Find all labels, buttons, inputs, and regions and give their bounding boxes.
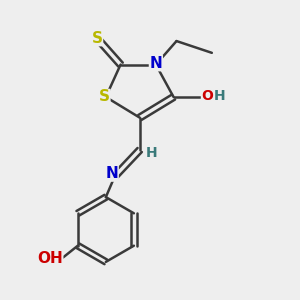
Text: O: O [202, 88, 213, 103]
Text: OH: OH [37, 251, 63, 266]
Text: N: N [149, 56, 162, 70]
Text: H: H [213, 88, 225, 103]
Text: N: N [105, 166, 118, 181]
Text: S: S [99, 89, 110, 104]
Text: H: H [146, 146, 157, 160]
Text: S: S [92, 31, 103, 46]
